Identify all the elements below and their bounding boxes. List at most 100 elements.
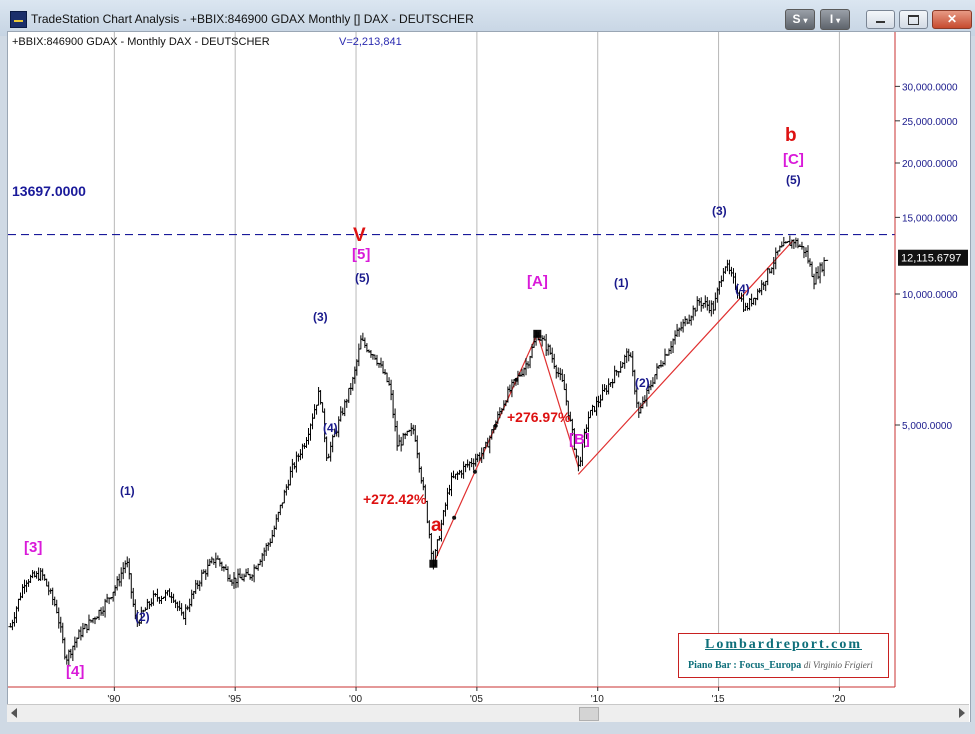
price-bar bbox=[368, 349, 373, 358]
price-bar bbox=[155, 588, 160, 602]
price-bar bbox=[197, 580, 202, 591]
wave-label-V: V bbox=[353, 225, 366, 246]
price-bar bbox=[270, 529, 275, 544]
price-bar bbox=[274, 514, 279, 530]
price-bar bbox=[250, 574, 255, 581]
x-tick-label: '90 bbox=[107, 694, 120, 705]
y-tick-label: 15,000.0000 bbox=[902, 213, 958, 224]
price-bar bbox=[453, 473, 458, 480]
s-dropdown-button[interactable]: S ▾ bbox=[785, 9, 815, 30]
price-bars bbox=[8, 235, 829, 667]
price-bar bbox=[417, 452, 422, 473]
price-bar bbox=[564, 383, 569, 406]
price-bar bbox=[620, 362, 625, 368]
price-bar bbox=[167, 588, 172, 598]
maximize-icon bbox=[908, 15, 919, 25]
price-bar bbox=[610, 378, 615, 389]
price-bar bbox=[429, 532, 434, 560]
wave-label-3b: (3) bbox=[712, 204, 727, 218]
minimize-button[interactable] bbox=[866, 10, 895, 29]
price-bar bbox=[119, 567, 124, 587]
price-bar bbox=[145, 598, 150, 610]
time-axis: '90 '95 '00 '05 '10 '15 '20 bbox=[107, 687, 846, 705]
wave-label-4a: (4) bbox=[323, 421, 338, 435]
wave-label-5: (5) bbox=[355, 271, 370, 285]
price-bar bbox=[209, 556, 214, 564]
price-bar bbox=[115, 576, 120, 591]
price-chart[interactable]: 13697.0000 30,000.0000 25,000.0000 20,000.… bbox=[8, 32, 970, 705]
price-bar bbox=[344, 398, 349, 408]
price-bar bbox=[699, 297, 704, 312]
price-bar bbox=[435, 539, 440, 557]
price-bar bbox=[328, 441, 333, 462]
price-bar bbox=[759, 280, 764, 296]
price-bar bbox=[820, 262, 825, 273]
scrollbar-thumb[interactable] bbox=[579, 707, 599, 721]
price-bar bbox=[262, 547, 267, 561]
chart-area[interactable]: 13697.0000 30,000.0000 25,000.0000 20,000.… bbox=[7, 31, 971, 723]
status-strip bbox=[0, 722, 975, 734]
price-bar bbox=[312, 404, 317, 419]
price-bar bbox=[290, 458, 295, 478]
price-bar bbox=[310, 413, 315, 430]
price-bar bbox=[62, 637, 67, 660]
price-bar bbox=[729, 266, 734, 277]
price-bar bbox=[294, 451, 299, 473]
wave-label-C-bracket: [C] bbox=[783, 151, 804, 168]
price-bar bbox=[151, 590, 156, 606]
price-bar bbox=[421, 477, 426, 491]
price-bar bbox=[320, 402, 325, 413]
price-bar bbox=[779, 241, 784, 248]
price-bar bbox=[123, 560, 128, 574]
price-bar bbox=[175, 601, 180, 612]
price-bar bbox=[183, 604, 188, 626]
scroll-right-icon[interactable] bbox=[959, 708, 965, 718]
scroll-left-icon[interactable] bbox=[11, 708, 17, 718]
wave-label-5-bracket: [5] bbox=[352, 246, 370, 263]
price-bar bbox=[415, 435, 420, 459]
close-button[interactable]: ✕ bbox=[932, 10, 972, 29]
price-bar bbox=[604, 385, 609, 395]
price-bar bbox=[385, 372, 390, 383]
price-bar bbox=[671, 338, 676, 354]
i-dropdown-button[interactable]: I ▾ bbox=[820, 9, 850, 30]
price-bar bbox=[654, 363, 659, 380]
price-bar bbox=[117, 573, 122, 587]
wave-label-4b: (4) bbox=[735, 282, 750, 296]
price-bar bbox=[70, 645, 75, 662]
price-bar bbox=[544, 333, 549, 357]
price-bar bbox=[747, 298, 752, 311]
price-bar bbox=[528, 355, 533, 369]
price-bar bbox=[233, 577, 238, 589]
price-bar bbox=[348, 382, 353, 396]
price-bar bbox=[314, 404, 319, 415]
maximize-button[interactable] bbox=[899, 10, 928, 29]
price-bar bbox=[16, 598, 21, 612]
price-bar bbox=[56, 607, 61, 629]
price-bar bbox=[125, 556, 130, 568]
price-bar bbox=[316, 386, 321, 406]
price-axis: 30,000.0000 25,000.0000 20,000.0000 15,000.… bbox=[895, 82, 958, 432]
wave-label-2b: (2) bbox=[635, 376, 650, 390]
price-bar bbox=[721, 267, 726, 282]
price-bar bbox=[787, 235, 792, 246]
price-bar bbox=[681, 319, 686, 333]
price-bar bbox=[767, 268, 772, 274]
price-bar bbox=[791, 239, 796, 249]
price-bar bbox=[121, 562, 126, 580]
price-bar bbox=[717, 280, 722, 295]
title-bar[interactable]: TradeStation Chart Analysis - +BBIX:8469… bbox=[0, 0, 975, 36]
trend-line-a-to-A bbox=[432, 333, 538, 564]
price-bar bbox=[308, 423, 313, 441]
x-tick-label: '00 bbox=[349, 694, 362, 705]
price-bar bbox=[763, 280, 768, 292]
price-bar bbox=[598, 394, 603, 408]
price-bar bbox=[84, 624, 89, 634]
price-bar bbox=[586, 411, 591, 433]
horizontal-scrollbar[interactable] bbox=[7, 704, 969, 722]
minimize-icon bbox=[876, 21, 885, 23]
chart-header: +BBIX:846900 GDAX - Monthly DAX - DEUTSC… bbox=[12, 36, 270, 48]
price-bar bbox=[193, 579, 198, 595]
price-bar bbox=[713, 292, 718, 311]
window-title: TradeStation Chart Analysis - +BBIX:8469… bbox=[31, 12, 474, 26]
